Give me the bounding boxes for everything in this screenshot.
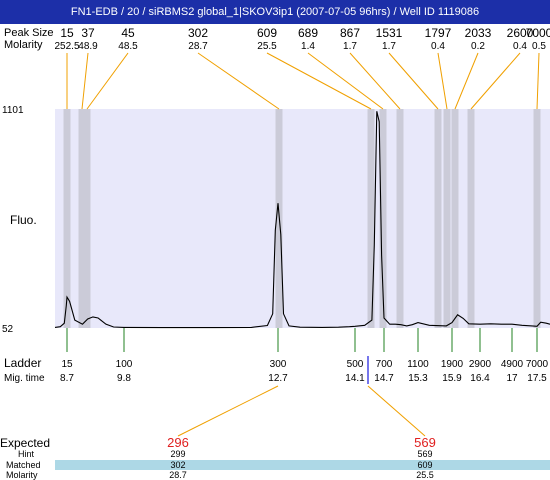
matched-row-bg [55, 460, 550, 470]
ladder-heading: Ladder [4, 356, 41, 370]
peak-size-label: 7000 [526, 26, 550, 40]
peak-leader-line [81, 52, 89, 110]
ladder-time-label: 17 [506, 373, 518, 384]
peak-band [533, 109, 541, 328]
peak-size-label: 302 [188, 26, 208, 40]
ladder-size-label: 7000 [526, 359, 549, 370]
ladder-size-label: 2900 [469, 359, 492, 370]
ladder-time-label: 14.1 [345, 373, 365, 384]
ladder-time-label: 9.8 [117, 373, 131, 384]
ladder-size-label: 4900 [501, 359, 524, 370]
hint-value: 569 [417, 449, 432, 459]
peak-leader-line [349, 52, 401, 110]
peak-molarity-label: 1.7 [382, 41, 396, 52]
y-axis-label: Fluo. [10, 213, 37, 227]
expected-molarity-heading: Molarity [6, 470, 38, 480]
peak-band [443, 109, 451, 328]
matched-value: 302 [170, 460, 185, 470]
ladder-time-label: 15.3 [408, 373, 428, 384]
peak-molarity-label: 0.2 [471, 41, 485, 52]
peak-size-label: 867 [340, 26, 360, 40]
ladder-time-label: 8.7 [60, 373, 74, 384]
peak-size-label: 1797 [425, 26, 452, 40]
fluorescence-trace [54, 111, 550, 329]
y-max-label: 1101 [2, 105, 24, 116]
plot-area [55, 109, 550, 328]
ladder-time-label: 17.5 [527, 373, 547, 384]
peak-molarity-label: 28.7 [188, 41, 208, 52]
peak-molarity-label: 252.5 [54, 41, 79, 52]
peak-molarity-label: 1.4 [301, 41, 315, 52]
expected-size-value: 296 [167, 435, 189, 450]
peak-molarity-label: 0.4 [431, 41, 445, 52]
ladder-size-label: 700 [376, 359, 393, 370]
peak-molarity-label: 0.4 [513, 41, 527, 52]
ladder-time-label: 14.7 [374, 373, 394, 384]
peak-size-label: 37 [81, 26, 95, 40]
peak-size-label: 689 [298, 26, 318, 40]
ladder-size-label: 300 [270, 359, 287, 370]
expected-size-value: 569 [414, 435, 436, 450]
ladder-size-label: 1100 [407, 359, 429, 370]
peak-leader-line [197, 52, 280, 110]
peak-leader-line [454, 52, 479, 110]
expected-molarity-value: 28.7 [169, 470, 187, 480]
ladder-size-label: 15 [61, 359, 73, 370]
ladder-size-label: 1900 [441, 359, 464, 370]
peak-molarity-label: 48.9 [78, 41, 98, 52]
peak-leader-line [307, 52, 384, 110]
peak-band [467, 109, 475, 328]
peak-molarity-label: 1.7 [343, 41, 357, 52]
peak-band [451, 109, 459, 328]
peak-size-label: 2600 [507, 26, 534, 40]
peak-molarity-label: 0.5 [532, 41, 546, 52]
peak-size-label: 609 [257, 26, 277, 40]
peak-band [78, 109, 86, 328]
ladder-time-label: 16.4 [470, 373, 490, 384]
peak-size-label: 2033 [465, 26, 492, 40]
peak-band [434, 109, 442, 328]
peak-leader-line [86, 52, 129, 110]
y-min-label: 52 [2, 324, 14, 335]
ladder-size-label: 100 [116, 359, 133, 370]
ladder-time-label: 15.9 [442, 373, 462, 384]
ladder-size-label: 500 [347, 359, 364, 370]
peak-size-label: 45 [121, 26, 135, 40]
peak-leader-line [388, 52, 439, 110]
peak-band [367, 109, 375, 328]
molarity-heading: Molarity [4, 39, 43, 51]
peak-leader-line [266, 52, 372, 110]
peak-size-label: 1531 [376, 26, 403, 40]
expected-leader-line [367, 385, 426, 437]
window-title: FN1-EDB / 20 / siRBMS2 global_1|SKOV3ip1… [0, 0, 550, 24]
peak-band [396, 109, 404, 328]
peak-band [63, 109, 71, 328]
peak-leader-line [470, 52, 521, 110]
mig-time-heading: Mig. time [4, 373, 45, 384]
hint-value: 299 [170, 449, 185, 459]
expected-heading: Expected [0, 436, 50, 450]
molarity-row-bg [55, 470, 550, 480]
peak-size-label: 15 [60, 26, 74, 40]
matched-heading: Matched [6, 460, 41, 470]
matched-value: 609 [417, 460, 432, 470]
hint-heading: Hint [18, 449, 35, 459]
expected-leader-line [177, 385, 279, 437]
peak-molarity-label: 48.5 [118, 41, 138, 52]
peak-molarity-label: 25.5 [257, 41, 277, 52]
peak-leader-line [536, 52, 540, 110]
ladder-time-label: 12.7 [268, 373, 288, 384]
peak-leader-line [437, 52, 448, 110]
peak-band [379, 109, 387, 328]
peak-size-heading: Peak Size [4, 27, 54, 39]
peak-band [83, 109, 91, 328]
expected-molarity-value: 25.5 [416, 470, 434, 480]
